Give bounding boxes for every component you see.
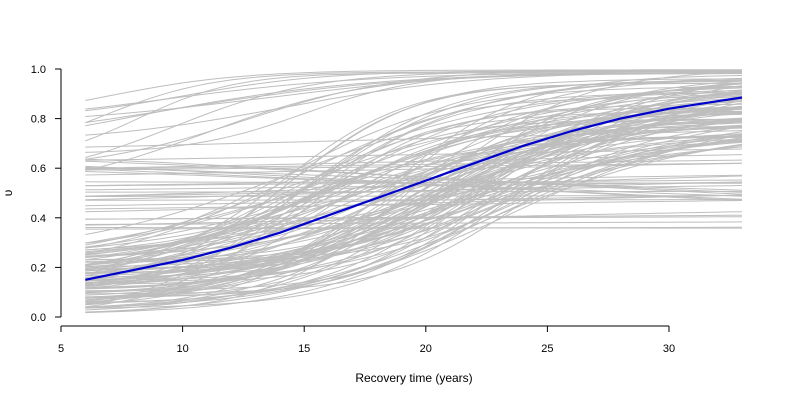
background-curve [85, 190, 742, 193]
background-curve [85, 118, 743, 305]
background-curve [85, 82, 743, 253]
background-curve [85, 126, 743, 248]
background-curve [85, 125, 743, 270]
background-curve [85, 100, 743, 268]
background-curve [85, 119, 743, 265]
background-curve [85, 194, 743, 213]
y-axis-label: υ [1, 190, 15, 197]
background-curve [85, 134, 743, 309]
background-curve [85, 111, 743, 290]
background-curve [85, 90, 743, 313]
background-curve [85, 92, 743, 263]
background-curve [85, 199, 742, 201]
background-curve [85, 82, 742, 266]
background-curves [85, 69, 743, 314]
background-curve [85, 140, 743, 261]
background-curve [85, 221, 743, 225]
background-curve [85, 144, 743, 309]
background-curve [85, 103, 743, 258]
background-curve [85, 131, 743, 287]
x-tick-label: 20 [420, 343, 432, 355]
background-curve [85, 119, 743, 285]
background-curve [85, 83, 743, 270]
background-curve [85, 195, 742, 197]
background-curve [85, 121, 743, 255]
background-curve [85, 127, 743, 282]
x-tick-label: 5 [58, 343, 64, 355]
x-tick-label: 10 [176, 343, 188, 355]
background-curve [85, 174, 743, 187]
background-curve [85, 154, 743, 169]
background-curve [85, 133, 743, 302]
background-curve [85, 211, 743, 226]
x-tick-label: 15 [298, 343, 310, 355]
y-tick-label: 0.0 [31, 312, 46, 324]
axes: 5 10 15 20 25 30 0.0 0.2 0.4 0.6 0.8 1.0 [31, 64, 675, 355]
background-curve [85, 75, 743, 308]
background-curve [85, 127, 743, 258]
y-tick-label: 0.6 [31, 163, 46, 175]
background-curve [85, 72, 742, 153]
background-curve [85, 139, 743, 282]
y-tick-label: 0.2 [31, 262, 46, 274]
background-curve [85, 136, 743, 272]
background-curve [85, 69, 743, 117]
background-curve [85, 69, 742, 160]
background-curve [85, 126, 743, 295]
background-curve [85, 90, 743, 283]
x-tick-label: 25 [541, 343, 553, 355]
mean-curve-line [85, 96, 743, 281]
background-curve [85, 200, 743, 210]
background-curve [85, 86, 743, 249]
x-axis-label: Recovery time (years) [355, 371, 472, 385]
background-curve [85, 162, 743, 176]
y-tick-label: 0.4 [31, 213, 46, 225]
y-tick-label: 0.8 [31, 114, 46, 126]
y-tick-label: 1.0 [31, 64, 46, 76]
mean-curve-group [85, 96, 743, 281]
x-tick-label: 30 [663, 343, 675, 355]
